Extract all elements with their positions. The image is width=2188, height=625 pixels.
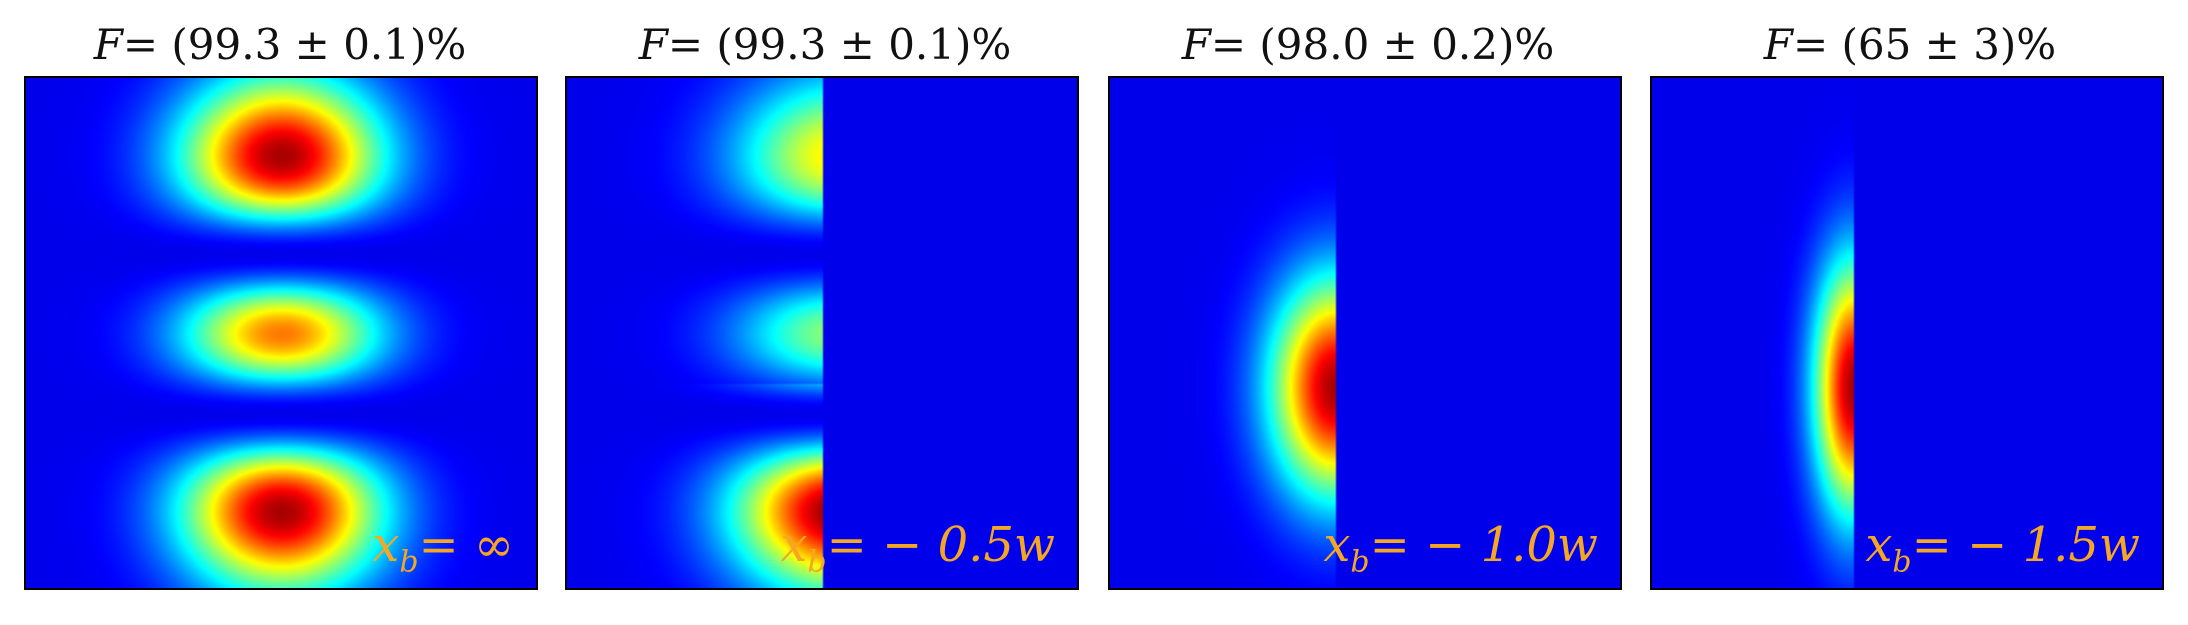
panel-3-beam-image: xb= − 1.0w: [1108, 76, 1622, 590]
panel-2-title: F= (99.3 ± 0.1)%: [638, 20, 1012, 69]
panel-1-beam-image: xb= ∞: [24, 76, 538, 590]
panel-3-barrier-label: xb= − 1.0w: [1323, 517, 1598, 580]
panel-3-title: F= (98.0 ± 0.2)%: [1181, 20, 1555, 69]
panel-2-barrier-label: xb= − 0.5w: [780, 517, 1055, 580]
panel-4-intensity-map: [1652, 78, 2162, 588]
panel-1-barrier-label: xb= ∞: [372, 517, 514, 580]
panel-3-intensity-map: [1110, 78, 1620, 588]
panel-4-beam-image: xb= − 1.5w: [1650, 76, 2164, 590]
panel-2-intensity-map: [567, 78, 1077, 588]
panel-1-title: F= (99.3 ± 0.1)%: [93, 20, 467, 69]
panel-2-beam-image: xb= − 0.5w: [565, 76, 1079, 590]
panel-1-intensity-map: [26, 78, 536, 588]
panel-4-title: F= (65 ± 3)%: [1763, 20, 2057, 69]
panel-4-barrier-label: xb= − 1.5w: [1865, 517, 2140, 580]
